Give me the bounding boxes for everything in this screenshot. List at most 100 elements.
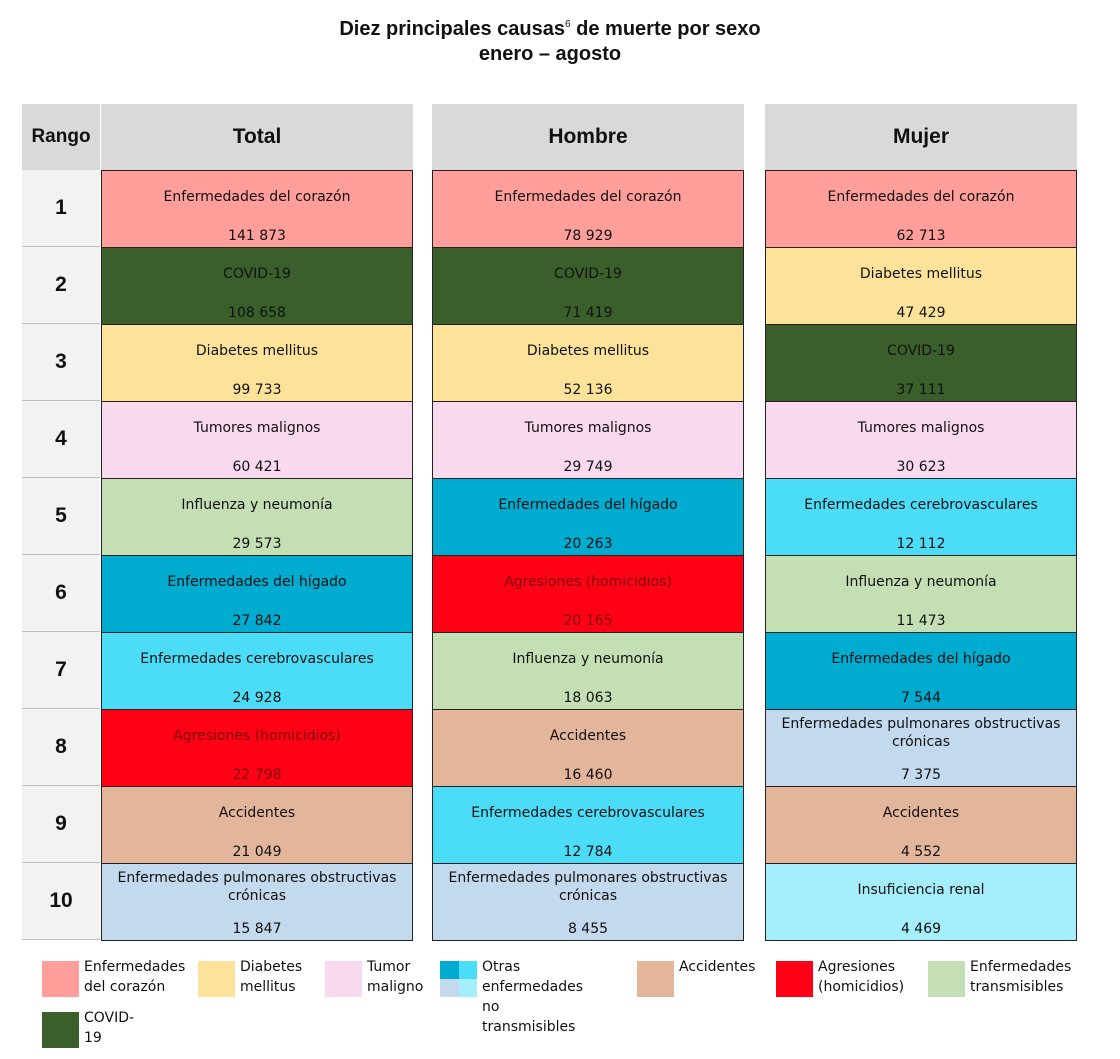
total-cell-5: Influenza y neumonía 29 573: [101, 479, 413, 556]
mujer-cell-5: Enfermedades cerebrovasculares 12 112: [765, 479, 1077, 556]
death-count: 37 111: [896, 382, 946, 398]
cause-label: Agresiones (homicidios): [504, 574, 672, 590]
death-count: 12 784: [563, 844, 613, 860]
cause-label: Agresiones (homicidios): [173, 728, 341, 744]
total-cell-9: Accidentes 21 049: [101, 787, 413, 864]
legend-swatch: [440, 961, 477, 997]
chart-title: Diez principales causas6 de muerte por s…: [339, 18, 761, 40]
cause-label: Enfermedades del hígado: [167, 574, 347, 590]
death-count: 71 419: [563, 305, 613, 321]
cause-label: Influenza y neumonía: [181, 497, 333, 513]
legend-swatch: [42, 961, 79, 997]
legend-swatch: [776, 961, 813, 997]
death-count: 47 429: [896, 305, 946, 321]
cause-label: Influenza y neumonía: [845, 574, 997, 590]
cause-label: Diabetes mellitus: [526, 343, 650, 359]
mujer-cell-9: Accidentes 4 552: [765, 787, 1077, 864]
total-cell-2: COVID-19 108 658: [101, 248, 413, 325]
death-count: 78 929: [563, 228, 613, 244]
rank-4: 4: [22, 401, 100, 478]
hombre-cell-9: Enfermedades cerebrovasculares 12 784: [432, 787, 744, 864]
legend-label: Enfermedades transmisibles: [970, 959, 1072, 995]
cause-label: Tumores malignos: [857, 420, 985, 436]
death-count: 12 112: [896, 536, 946, 552]
total-cell-7: Enfermedades cerebrovasculares 24 928: [101, 633, 413, 710]
legend-label: Tumor maligno: [367, 959, 424, 995]
rank-8: 8: [22, 709, 100, 786]
legend-swatch: [198, 961, 235, 997]
death-count: 60 421: [232, 459, 282, 475]
death-count: 108 658: [228, 305, 286, 321]
death-count: 24 928: [232, 690, 282, 706]
hombre-cell-1: Enfermedades del corazón 78 929: [432, 171, 744, 248]
legend-label: Agresiones (homicidios): [818, 959, 905, 995]
death-count: 141 873: [228, 228, 286, 244]
cause-label: Accidentes: [218, 805, 296, 821]
cause-label: Tumores malignos: [193, 420, 321, 436]
death-count: 7 544: [900, 690, 942, 706]
death-count: 16 460: [563, 767, 613, 783]
mujer-cell-7: Enfermedades del hígado 7 544: [765, 633, 1077, 710]
death-count: 21 049: [232, 844, 282, 860]
title-footnote: 6: [565, 19, 571, 30]
death-count: 52 136: [563, 382, 613, 398]
legend-label: Otras enfermedades no transmisibles: [482, 959, 584, 1035]
rank-1: 1: [22, 170, 100, 247]
legend-label: COVID-19: [84, 1010, 135, 1046]
cause-label: Diabetes mellitus: [195, 343, 319, 359]
total-column: Total Enfermedades del corazón 141 873 COVI…: [101, 104, 413, 941]
cause-label: Diabetes mellitus: [859, 266, 983, 282]
death-count: 20 165: [563, 613, 613, 629]
death-count: 4 552: [900, 844, 942, 860]
mujer-cell-8: Enfermedades pulmonares obstructivas cró…: [765, 710, 1077, 787]
total-cell-6: Enfermedades del hígado 27 842: [101, 556, 413, 633]
cause-label: Enfermedades del corazón: [163, 189, 351, 205]
cause-label: Tumores malignos: [524, 420, 652, 436]
hombre-cell-7: Influenza y neumonía 18 063: [432, 633, 744, 710]
mujer-cell-6: Influenza y neumonía 11 473: [765, 556, 1077, 633]
rank-10: 10: [22, 863, 100, 940]
death-count: 29 573: [232, 536, 282, 552]
death-count: 18 063: [563, 690, 613, 706]
death-count: 29 749: [563, 459, 613, 475]
rank-9: 9: [22, 786, 100, 863]
mujer-cell-1: Enfermedades del corazón 62 713: [765, 171, 1077, 248]
legend-swatch: [42, 1012, 79, 1048]
hombre-cell-3: Diabetes mellitus 52 136: [432, 325, 744, 402]
hombre-cell-2: COVID-19 71 419: [432, 248, 744, 325]
cause-label: Enfermedades del corazón: [827, 189, 1015, 205]
total-cell-1: Enfermedades del corazón 141 873: [101, 171, 413, 248]
rank-3: 3: [22, 324, 100, 401]
rank-6: 6: [22, 555, 100, 632]
cause-label: Enfermedades del hígado: [498, 497, 678, 513]
death-count: 62 713: [896, 228, 946, 244]
rank-column: Rango 1 2 3 4 5 6 7 8 9 10: [22, 104, 100, 940]
cause-label: Accidentes: [549, 728, 627, 744]
total-header: Total: [101, 104, 413, 170]
cause-label: COVID-19: [223, 266, 291, 282]
mujer-cell-10: Insuficiencia renal 4 469: [765, 864, 1077, 941]
hombre-column: Hombre Enfermedades del corazón 78 929 COVI…: [432, 104, 744, 941]
rank-5: 5: [22, 478, 100, 555]
death-count: 4 469: [900, 921, 942, 937]
legend-label: Accidentes: [679, 959, 756, 975]
death-count: 99 733: [232, 382, 282, 398]
total-cell-8: Agresiones (homicidios) 22 798: [101, 710, 413, 787]
cause-label: Enfermedades cerebrovasculares: [140, 651, 374, 667]
mujer-column: Mujer Enfermedades del corazón 62 713 Diabe…: [765, 104, 1077, 941]
hombre-cell-10: Enfermedades pulmonares obstructivas cró…: [432, 864, 744, 941]
death-count: 30 623: [896, 459, 946, 475]
cause-label: COVID-19: [887, 343, 955, 359]
cause-label: Insuficiencia renal: [857, 882, 985, 898]
cause-label: Influenza y neumonía: [512, 651, 664, 667]
total-cell-3: Diabetes mellitus 99 733: [101, 325, 413, 402]
death-count: 7 375: [900, 767, 942, 783]
hombre-cell-4: Tumores malignos 29 749: [432, 402, 744, 479]
cause-label: Enfermedades del hígado: [831, 651, 1011, 667]
cause-label: Enfermedades cerebrovasculares: [471, 805, 705, 821]
legend-label: Diabetes mellitus: [240, 959, 303, 995]
hombre-cell-6: Agresiones (homicidios) 20 165: [432, 556, 744, 633]
cause-label: Enfermedades cerebrovasculares: [804, 497, 1038, 513]
cause-label: Enfermedades del corazón: [494, 189, 682, 205]
death-count: 8 455: [567, 921, 609, 937]
